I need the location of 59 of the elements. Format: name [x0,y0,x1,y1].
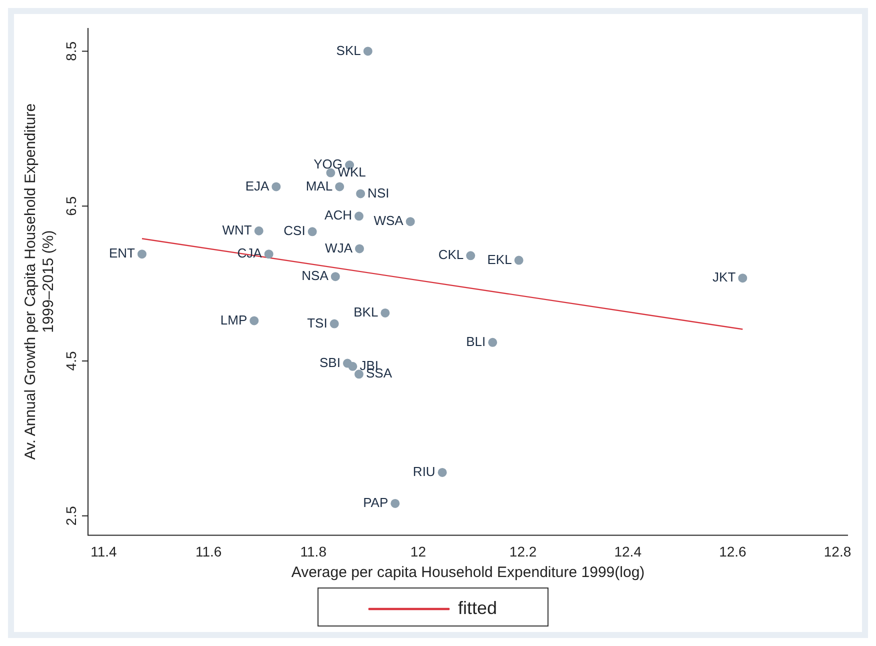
point [363,46,372,56]
x-axis-title: Average per capita Household Expenditure 1999(log) [291,564,645,582]
y-axis-title: Av. Annual Growth per Capita Household Expenditure 1999–2015 (%) [22,103,58,460]
point [466,251,476,260]
y-tick-label: 2.5 [62,506,79,526]
point [348,362,358,371]
annotation: SKL [336,42,361,58]
x-tick-label: 12.2 [509,543,537,560]
x-tick-label: 12.8 [824,543,852,560]
annotation: NSI [368,185,390,200]
annotation: ACH [324,208,352,223]
point [330,272,340,282]
annotation: RIU [412,464,436,480]
annotation: EKL [487,252,512,267]
annotation: PAP [363,495,388,510]
annotation: BKL [354,304,378,320]
point [308,227,317,236]
y-tick-label: 4.5 [62,351,79,371]
x-tick-label: 12.4 [614,543,642,560]
annotation: LMP [220,312,248,328]
x-tick-label: 12 [410,543,426,560]
annotation: WSA [374,213,404,228]
point [390,498,400,508]
annotation: WJA [325,240,353,256]
x-tick-label: 11.6 [195,543,222,560]
annotation: ENT [108,246,136,261]
point [438,468,447,477]
annotation: CKL [438,247,464,262]
point [354,370,364,379]
point [514,256,524,265]
x-tick-label: 12.6 [719,543,747,560]
point [264,250,274,259]
point [335,182,344,192]
point [354,212,364,221]
annotation: JKT [712,270,736,285]
point [254,226,264,236]
y-tick-label: 6.5 [62,196,79,216]
annotation: CSI [284,223,306,238]
annotation: EJA [245,178,270,194]
point [250,316,259,326]
point [488,338,498,347]
x-tick-label: 11.8 [300,543,327,560]
point [406,217,415,226]
annotation: SBI [319,354,340,370]
point [356,189,366,198]
x-tick-label: 11.4 [90,543,118,560]
point [137,250,146,259]
point [272,182,281,192]
point [355,244,364,254]
annotation: TSI [307,315,328,330]
annotation: WNT [222,222,252,238]
point [330,319,339,328]
legend-label: fitted [458,598,498,618]
annotation: BLI [466,334,486,349]
annotation: MAL [306,178,333,194]
point [738,274,748,283]
annotation: NSA [302,268,329,284]
y-tick-label: 8.5 [62,41,79,61]
point [380,308,390,318]
